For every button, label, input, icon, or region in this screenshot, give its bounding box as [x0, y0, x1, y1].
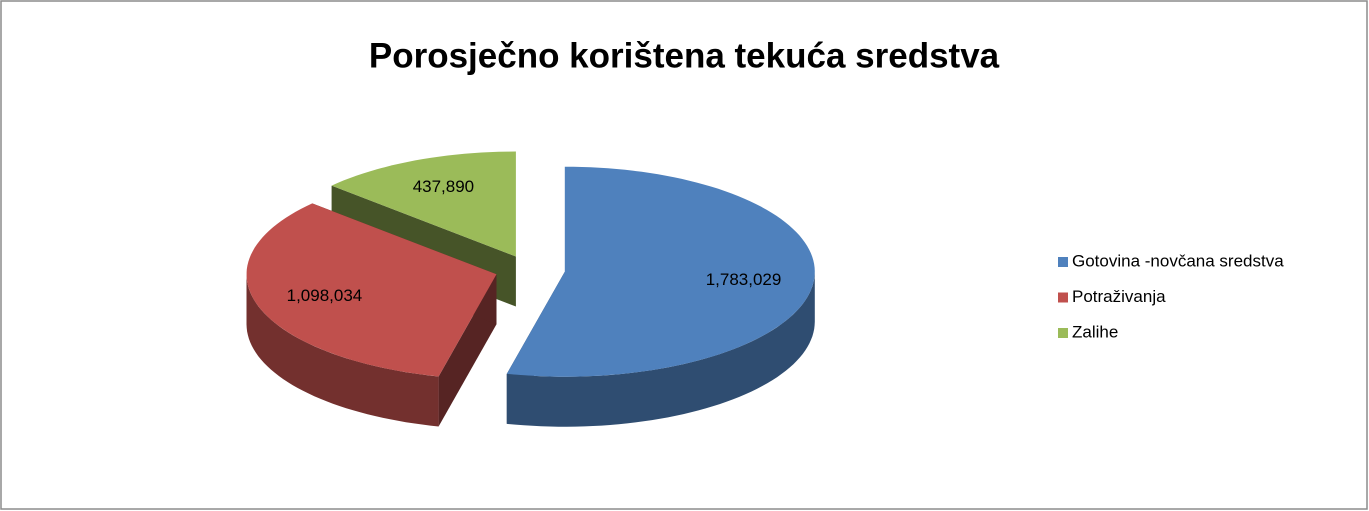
legend-swatch	[1058, 328, 1068, 338]
slice	[506, 166, 815, 377]
legend-label: Zalihe	[1072, 322, 1118, 341]
chart-title: Porosječno korištena tekuća sredstva	[369, 36, 1000, 75]
legend-label: Potraživanja	[1072, 287, 1166, 306]
slice	[331, 151, 516, 257]
legend-swatch	[1058, 257, 1068, 267]
data-label: 1,783,029	[706, 270, 782, 289]
slice-side	[506, 271, 815, 427]
data-label: 1,098,034	[287, 286, 363, 305]
legend-swatch	[1058, 292, 1068, 303]
legend-label: Gotovina -novčana sredstva	[1072, 251, 1284, 270]
slice	[246, 203, 497, 377]
slice-side	[246, 274, 439, 427]
data-label: 437,890	[413, 177, 474, 196]
